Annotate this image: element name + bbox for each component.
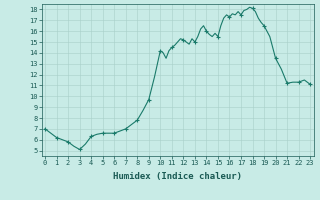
X-axis label: Humidex (Indice chaleur): Humidex (Indice chaleur) [113,172,242,181]
